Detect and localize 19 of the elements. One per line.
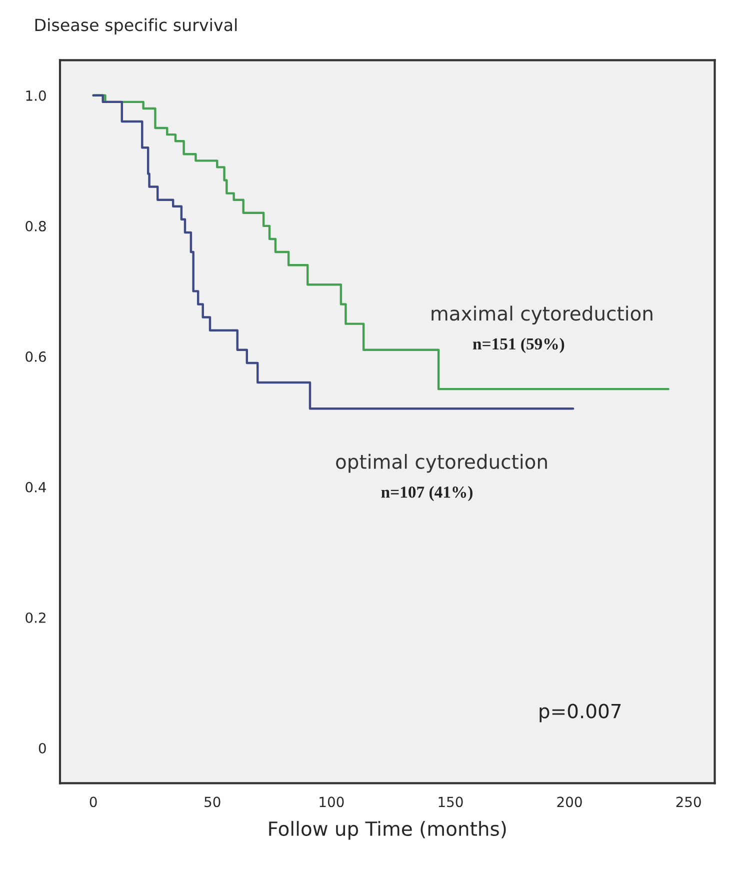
annotation: n=107 (41%) [381,486,472,502]
y-tick-label: 0 [38,742,46,754]
x-tick-label: 50 [204,796,220,808]
y-tick-label: 0.4 [26,482,46,492]
y-tick-label: 1.0 [26,90,46,101]
x-tick-label: 0 [90,796,97,808]
x-tick-label: 200 [557,796,582,808]
x-tick-label: 150 [438,796,463,808]
x-tick-label: 100 [320,796,344,808]
y-tick-label: 0.6 [26,351,46,362]
annotation: n=151 (59%) [472,338,564,353]
x-tick-label: 250 [676,796,701,808]
y-tick-label: 0.2 [26,612,46,623]
text: optimal cytoreduction [336,454,547,473]
series-label: maximal cytoreduction [432,306,652,325]
y-axis-title: Disease specific survival [35,18,237,34]
x-axis-title: Follow up Time (months) [269,820,506,840]
y-tick-label: 0.8 [26,220,46,232]
annotation: p=0.007 [540,704,621,722]
